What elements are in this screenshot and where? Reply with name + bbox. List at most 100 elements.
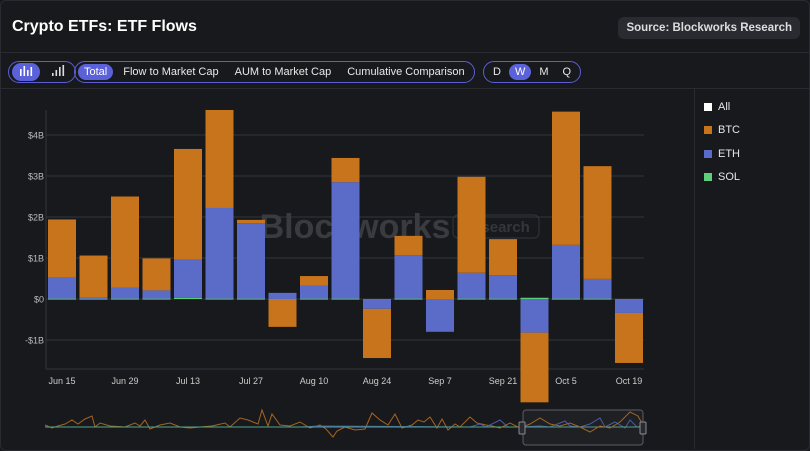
bar-sol[interactable] (552, 298, 580, 300)
bar-eth[interactable] (457, 272, 486, 299)
navigator-left-handle[interactable] (518, 421, 526, 435)
chart-type-toggle[interactable] (8, 61, 76, 83)
bar-eth[interactable] (331, 182, 360, 299)
bar-group[interactable] (457, 176, 486, 300)
bar-sol[interactable] (48, 298, 76, 300)
bar-btc[interactable] (268, 299, 297, 327)
divider (0, 88, 810, 89)
tab-total[interactable]: Total (78, 64, 114, 80)
bar-group[interactable] (205, 109, 234, 300)
period-d[interactable]: D (493, 66, 501, 78)
bar-eth[interactable] (615, 299, 643, 313)
bar-eth[interactable] (552, 244, 580, 299)
bar-btc[interactable] (331, 157, 360, 183)
period-q[interactable]: Q (562, 66, 572, 78)
bar-btc[interactable] (363, 308, 391, 359)
navigator-right-handle[interactable] (639, 421, 647, 435)
bar-sol[interactable] (142, 298, 171, 300)
bar-eth[interactable] (268, 292, 297, 299)
bar-group[interactable] (79, 255, 108, 300)
bar-sol[interactable] (237, 298, 265, 300)
bar-btc[interactable] (48, 219, 76, 278)
bar-sol[interactable] (394, 298, 423, 300)
bar-eth[interactable] (142, 290, 171, 299)
bar-eth[interactable] (583, 278, 612, 299)
navigator-window[interactable] (522, 409, 644, 446)
tab-aum-to-market-cap[interactable]: AUM to Market Cap (234, 66, 332, 78)
bar-group[interactable] (174, 148, 202, 299)
y-tick-label: $0 (34, 295, 44, 305)
bar-eth[interactable] (79, 297, 108, 299)
bar-group[interactable] (363, 299, 391, 359)
bar-group[interactable] (48, 219, 76, 300)
bar-btc[interactable] (111, 196, 139, 288)
legend-label: All (718, 100, 731, 113)
bar-eth[interactable] (237, 223, 265, 299)
period-m[interactable]: M (539, 66, 549, 78)
bar-eth[interactable] (394, 255, 423, 299)
bar-eth[interactable] (174, 259, 202, 298)
bar-eth[interactable] (489, 275, 517, 299)
legend-item-eth[interactable]: ETH (704, 142, 740, 166)
bar-btc[interactable] (237, 219, 265, 224)
watermark-tag-box (452, 214, 540, 239)
bar-chart-icon[interactable] (12, 63, 40, 81)
legend-label: BTC (718, 124, 740, 137)
bar-group[interactable] (331, 157, 360, 300)
bar-eth[interactable] (111, 287, 139, 299)
bar-btc[interactable] (489, 239, 517, 276)
bar-btc[interactable] (520, 332, 549, 403)
bar-group[interactable] (394, 235, 423, 300)
tab-cumulative-comparison[interactable]: Cumulative Comparison (347, 66, 465, 78)
bar-sol[interactable] (331, 298, 360, 300)
bar-sol[interactable] (79, 298, 108, 300)
bar-sol[interactable] (174, 297, 202, 299)
bar-btc[interactable] (142, 258, 171, 291)
bar-eth[interactable] (363, 299, 391, 309)
bar-btc[interactable] (615, 312, 643, 363)
bar-btc[interactable] (426, 289, 454, 299)
legend-item-all[interactable]: All (704, 95, 740, 119)
bar-sol[interactable] (457, 298, 486, 300)
bar-group[interactable] (142, 258, 171, 300)
bar-sol[interactable] (205, 298, 234, 300)
bar-eth[interactable] (520, 299, 549, 333)
tab-flow-to-market-cap[interactable]: Flow to Market Cap (123, 66, 219, 78)
bar-btc[interactable] (583, 166, 612, 279)
bar-group[interactable] (268, 292, 297, 327)
signal-bars-icon[interactable] (44, 63, 72, 81)
navigator[interactable] (44, 408, 647, 446)
legend-item-sol[interactable]: SOL (704, 166, 740, 190)
bar-sol[interactable] (111, 298, 139, 300)
bar-eth[interactable] (426, 299, 454, 332)
bar-btc[interactable] (300, 276, 328, 286)
bar-group[interactable] (489, 239, 517, 300)
bar-btc[interactable] (79, 255, 108, 298)
bar-sol[interactable] (520, 297, 549, 299)
bar-group[interactable] (552, 111, 580, 300)
bar-sol[interactable] (489, 298, 517, 300)
bar-btc[interactable] (394, 235, 423, 256)
page-title: Crypto ETFs: ETF Flows (12, 18, 197, 35)
bar-group[interactable] (583, 166, 612, 300)
bar-eth[interactable] (300, 285, 328, 299)
x-tick-label: Aug 24 (363, 376, 392, 386)
bar-sol[interactable] (300, 298, 328, 300)
bar-sol[interactable] (583, 298, 612, 300)
bar-btc[interactable] (174, 148, 202, 260)
bar-group[interactable] (111, 196, 139, 300)
bar-eth[interactable] (48, 277, 76, 299)
bar-group[interactable] (520, 297, 549, 403)
bar-group[interactable] (615, 299, 643, 363)
legend-item-btc[interactable]: BTC (704, 119, 740, 143)
bar-btc[interactable] (552, 111, 580, 245)
bar-group[interactable] (237, 219, 265, 300)
bar-eth[interactable] (205, 207, 234, 299)
period-w[interactable]: W (508, 64, 532, 80)
bar-group[interactable] (426, 289, 454, 332)
x-tick-label: Aug 10 (300, 376, 329, 386)
bar-btc[interactable] (205, 109, 234, 208)
bar-group[interactable] (300, 276, 328, 300)
bar-btc[interactable] (457, 176, 486, 273)
legend-swatch (704, 173, 712, 182)
